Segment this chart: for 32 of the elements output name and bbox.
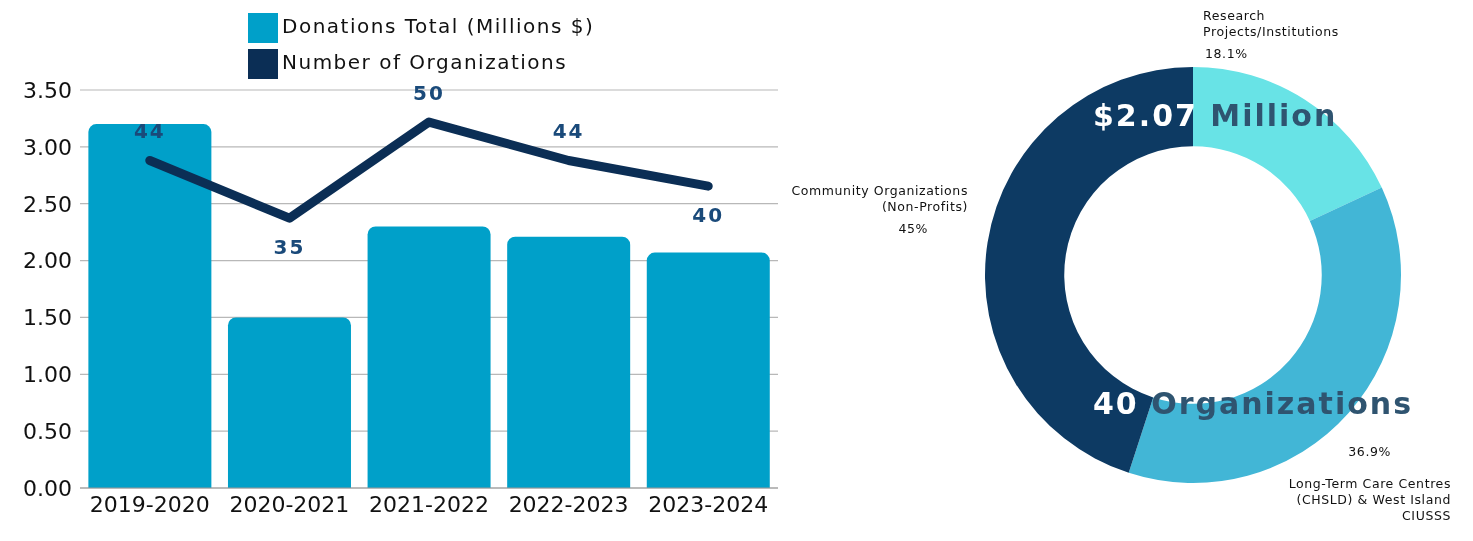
donut-slice	[1193, 67, 1382, 221]
bar	[507, 236, 631, 488]
bar	[227, 317, 351, 488]
bar	[88, 124, 212, 488]
legend-label: Number of Organizations	[282, 50, 568, 74]
legend-label: Donations Total (Millions $)	[282, 14, 595, 38]
bar	[646, 252, 770, 488]
slice-label: Community Organizations (Non-Profits)	[791, 183, 968, 214]
data-label: 35	[273, 235, 306, 260]
x-tick-label: 2021-2022	[369, 491, 489, 517]
data-label: 18.1%	[1205, 46, 1248, 61]
y-tick-label: 3.50	[23, 77, 72, 103]
x-tick-label: 2019-2020	[89, 491, 210, 517]
data-label: 36.9%	[1348, 444, 1391, 459]
y-tick-label: 2.00	[23, 248, 72, 274]
y-tick-label: 3.00	[23, 134, 72, 160]
y-tick-label: 0.00	[23, 475, 72, 501]
data-label: 45%	[898, 221, 928, 236]
y-tick-label: 2.50	[23, 191, 72, 217]
data-label: 44	[552, 119, 585, 144]
bar	[367, 226, 491, 488]
data-label: 44	[133, 119, 166, 144]
x-tick-label: 2022-2023	[508, 491, 629, 517]
data-label: 40	[692, 203, 725, 228]
slice-label: Long-Term Care Centres (CHSLD) & West Island CIUSSS	[1288, 476, 1451, 523]
y-tick-label: 1.50	[23, 305, 72, 331]
slice-label: Research Projects/Institutions	[1203, 8, 1339, 39]
data-label: 50	[413, 81, 445, 106]
y-tick-label: 0.50	[23, 418, 72, 444]
x-tick-label: 2023-2024	[648, 491, 769, 517]
y-tick-label: 1.00	[23, 362, 72, 388]
x-tick-label: 2020-2021	[229, 491, 350, 517]
